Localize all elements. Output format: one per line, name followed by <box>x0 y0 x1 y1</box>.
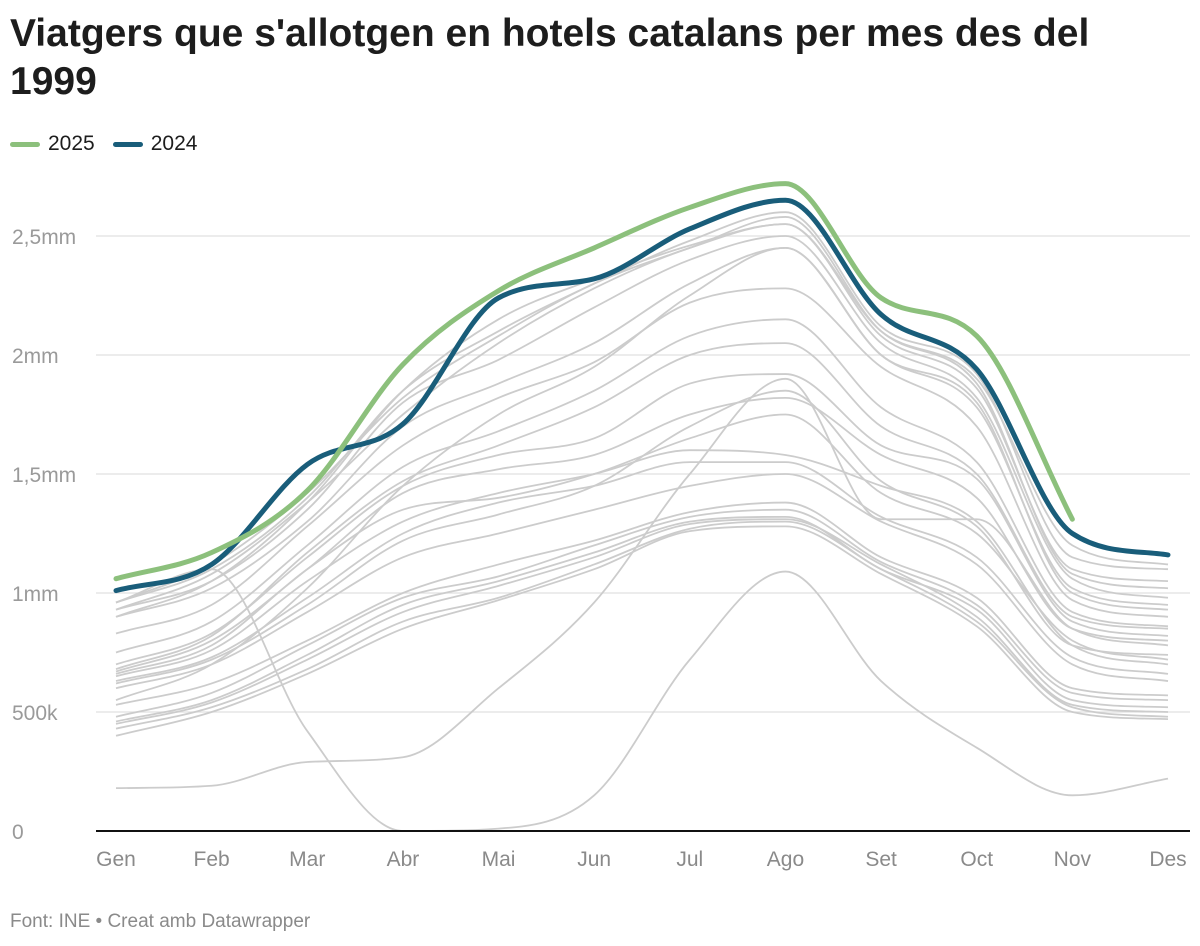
series-line-past-year <box>115 520 1169 730</box>
x-tick-label: Jul <box>676 848 703 871</box>
y-tick-label: 2,5mm <box>12 226 76 249</box>
series-line-past-year <box>115 568 1169 832</box>
series-line-past-year <box>115 246 1169 618</box>
x-tick-label: Oct <box>960 848 993 871</box>
series-line-past-year <box>115 508 1169 718</box>
y-tick-label: 1mm <box>12 583 59 606</box>
series-line-past-year <box>115 246 1169 701</box>
legend-label-2024: 2024 <box>150 132 198 155</box>
y-tick-label: 2mm <box>12 345 59 368</box>
x-tick-label: Abr <box>387 848 420 871</box>
legend-item-2024: 2024 <box>112 132 198 156</box>
x-tick-label: Gen <box>96 848 136 871</box>
series-line-past-year <box>115 518 1169 725</box>
series-line-past-year <box>115 515 1169 723</box>
legend-item-2025: 2025 <box>10 132 95 156</box>
x-tick-label: Nov <box>1054 848 1092 871</box>
x-tick-label: Set <box>865 848 897 871</box>
series-line-past-year <box>115 389 1169 685</box>
y-tick-label: 500k <box>12 702 58 725</box>
series-line-past-year <box>115 525 1169 737</box>
series-line-past-year <box>115 223 1169 618</box>
series-line-past-year <box>115 342 1169 671</box>
series-line-past-year <box>115 373 1169 666</box>
x-tick-label: Mai <box>482 848 516 871</box>
series-line-past-year <box>115 377 1169 790</box>
y-tick-label: 0 <box>12 821 24 844</box>
series-line-past-year <box>115 318 1169 654</box>
x-tick-label: Mar <box>289 848 325 871</box>
legend: 2025 2024 <box>10 132 197 156</box>
source-footer: Font: INE • Creat amb Datawrapper <box>10 911 311 932</box>
series-line-past-year <box>115 501 1169 706</box>
series-line-past-year <box>115 235 1169 611</box>
y-tick-label: 1,5mm <box>12 464 76 487</box>
series-line-past-year <box>115 449 1169 678</box>
legend-swatch-2025 <box>10 141 40 147</box>
series-line-past-year <box>115 473 1169 690</box>
series-line-2024 <box>113 197 1171 594</box>
series-line-past-year <box>115 461 1169 682</box>
series-line-2025 <box>113 181 1075 582</box>
x-tick-label: Feb <box>194 848 230 871</box>
legend-swatch-2024 <box>112 141 143 147</box>
chart-title: Viatgers que s'allotgen en hotels catala… <box>10 12 1090 103</box>
x-tick-label: Jun <box>577 848 611 871</box>
x-tick-label: Des <box>1149 848 1186 871</box>
legend-label-2025: 2025 <box>48 132 95 155</box>
x-tick-label: Ago <box>767 848 804 871</box>
series-line-past-year <box>115 396 1169 673</box>
